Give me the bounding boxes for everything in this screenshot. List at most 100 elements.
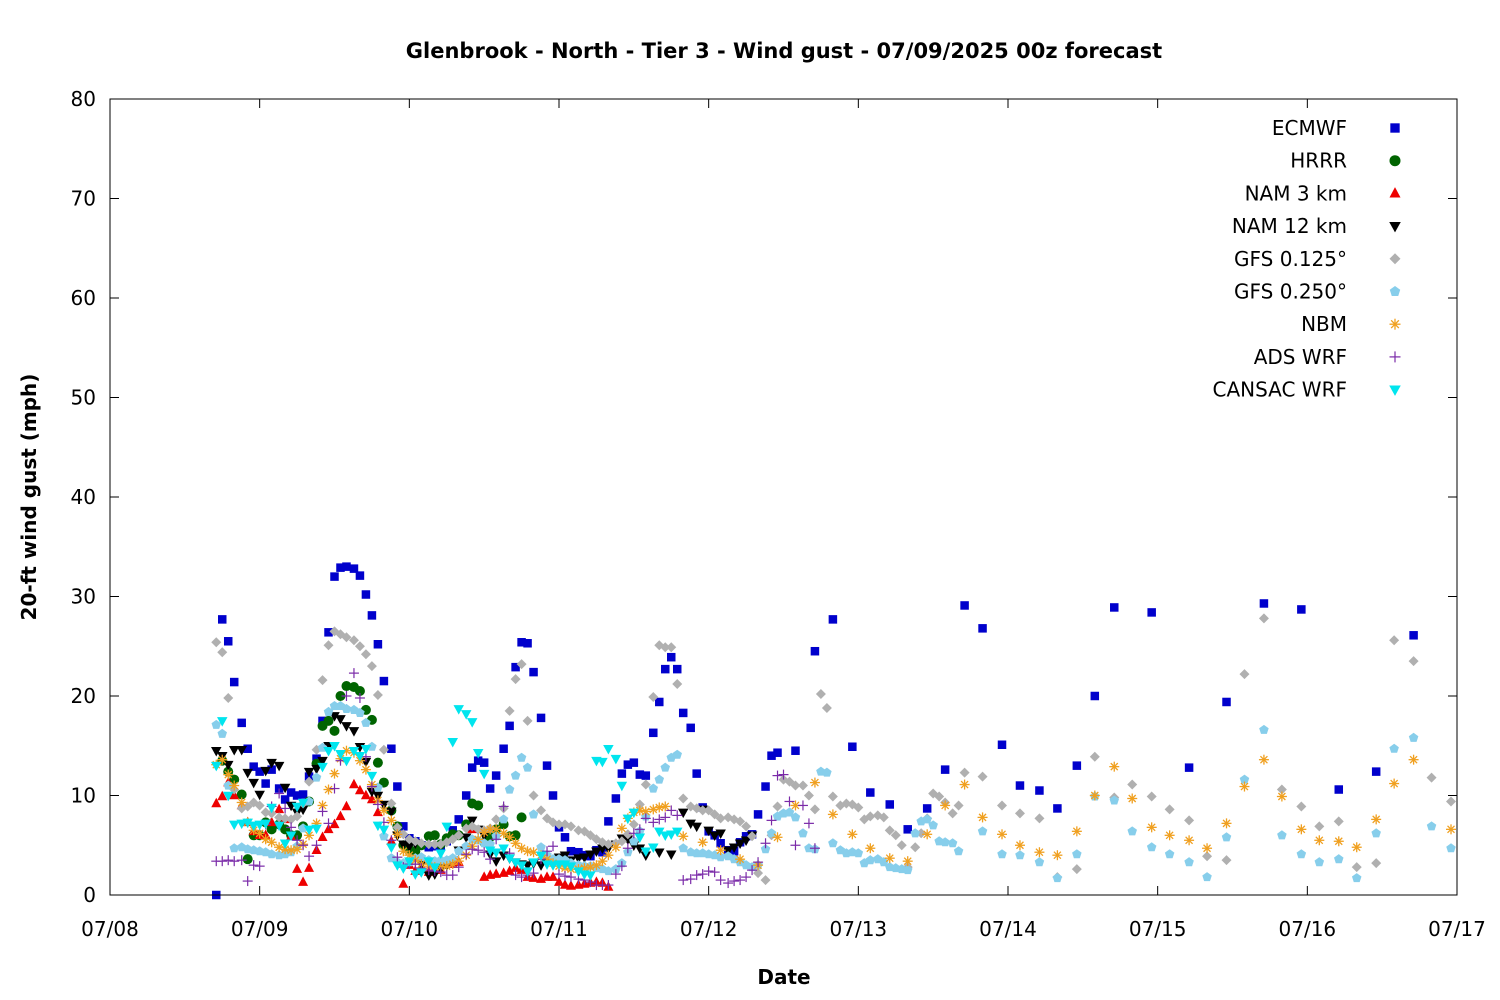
point-ecmwf bbox=[499, 744, 508, 753]
point-gfs-0-125 bbox=[977, 771, 988, 782]
point-gfs-0-125 bbox=[1276, 784, 1287, 795]
point-gfs-0-250 bbox=[910, 828, 920, 838]
point-ecmwf bbox=[649, 728, 658, 738]
point-ecmwf bbox=[529, 667, 538, 677]
data-points bbox=[211, 562, 1457, 900]
point-ads-wrf bbox=[491, 834, 502, 845]
point-cansac-wrf bbox=[522, 867, 533, 877]
point-cansac-wrf bbox=[211, 761, 222, 772]
point-nbm bbox=[323, 784, 334, 795]
point-gfs-0-250 bbox=[1184, 857, 1194, 867]
point-ecmwf bbox=[1184, 763, 1194, 772]
point-ads-wrf bbox=[784, 796, 795, 807]
point-ads-wrf bbox=[703, 866, 714, 877]
point-nbm bbox=[1258, 754, 1269, 765]
point-ecmwf bbox=[1259, 599, 1269, 608]
point-ecmwf bbox=[623, 760, 633, 769]
point-cansac-wrf bbox=[404, 857, 415, 867]
point-ecmwf bbox=[255, 767, 264, 776]
point-ads-wrf bbox=[616, 861, 627, 872]
point-cansac-wrf bbox=[372, 821, 384, 832]
point-gfs-0-125 bbox=[1089, 751, 1100, 762]
point-nam-12-km bbox=[728, 843, 740, 853]
point-ecmwf bbox=[330, 572, 339, 581]
point-cansac-wrf bbox=[354, 751, 366, 762]
point-nbm bbox=[1014, 840, 1025, 851]
point-gfs-0-125 bbox=[1258, 613, 1269, 624]
point-ecmwf bbox=[536, 713, 546, 723]
point-gfs-0-250 bbox=[1259, 724, 1269, 734]
point-gfs-0-250 bbox=[528, 809, 539, 819]
point-cansac-wrf bbox=[498, 844, 509, 854]
point-ecmwf bbox=[511, 662, 520, 672]
point-ads-wrf bbox=[254, 861, 265, 872]
point-ads-wrf bbox=[348, 668, 359, 679]
point-nam-12-km bbox=[622, 835, 634, 846]
x-tick-label: 07/09 bbox=[231, 917, 289, 941]
point-cansac-wrf bbox=[610, 754, 622, 765]
point-nam-12-km bbox=[211, 746, 222, 757]
legend-marker-ecmwf bbox=[1390, 123, 1400, 133]
point-gfs-0-250 bbox=[229, 843, 239, 853]
legend-label-cansac-wrf: CANSAC WRF bbox=[1212, 378, 1347, 402]
point-ecmwf bbox=[485, 784, 495, 793]
point-nam-12-km bbox=[654, 848, 665, 858]
point-ads-wrf bbox=[747, 865, 758, 876]
point-gfs-0-250 bbox=[766, 828, 777, 838]
point-gfs-0-250 bbox=[522, 762, 533, 772]
point-ads-wrf bbox=[453, 862, 464, 873]
point-cansac-wrf bbox=[266, 803, 277, 814]
point-cansac-wrf bbox=[504, 854, 515, 864]
point-ads-wrf bbox=[461, 849, 472, 860]
point-nbm bbox=[1164, 830, 1175, 841]
point-cansac-wrf bbox=[516, 861, 527, 871]
point-hrrr bbox=[229, 774, 240, 785]
point-cansac-wrf bbox=[585, 871, 596, 881]
point-gfs-0-125 bbox=[1408, 656, 1419, 667]
point-ecmwf bbox=[229, 677, 239, 687]
point-ecmwf bbox=[280, 795, 290, 804]
y-axis-label: 20-ft wind gust (mph) bbox=[17, 374, 41, 621]
point-nbm bbox=[1127, 793, 1138, 804]
point-nam-12-km bbox=[279, 783, 291, 794]
point-gfs-0-125 bbox=[429, 839, 440, 850]
point-gfs-0-125 bbox=[760, 875, 771, 886]
legend-label-nam-12-km: NAM 12 km bbox=[1232, 214, 1347, 238]
point-gfs-0-125 bbox=[1164, 804, 1175, 815]
point-ecmwf bbox=[629, 758, 639, 767]
point-ecmwf bbox=[767, 751, 776, 760]
legend-marker-gfs-0-250 bbox=[1389, 286, 1401, 296]
point-gfs-0-250 bbox=[361, 717, 371, 727]
point-gfs-0-125 bbox=[341, 632, 352, 643]
point-ecmwf bbox=[1147, 608, 1156, 617]
point-ecmwf bbox=[661, 664, 670, 674]
point-ads-wrf bbox=[778, 769, 789, 780]
point-cansac-wrf bbox=[565, 862, 577, 872]
point-gfs-0-125 bbox=[323, 640, 334, 651]
point-ecmwf bbox=[505, 721, 514, 731]
point-nam-12-km bbox=[591, 847, 602, 857]
point-ads-wrf bbox=[603, 880, 614, 891]
point-gfs-0-250 bbox=[1314, 857, 1325, 867]
point-gfs-0-125 bbox=[890, 830, 901, 841]
legend-label-ecmwf: ECMWF bbox=[1272, 116, 1347, 140]
point-gfs-0-250 bbox=[516, 752, 527, 762]
point-gfs-0-125 bbox=[266, 808, 277, 819]
point-gfs-0-125 bbox=[910, 842, 921, 853]
point-nam-12-km bbox=[579, 853, 590, 863]
point-gfs-0-250 bbox=[853, 848, 864, 858]
point-ads-wrf bbox=[797, 800, 808, 811]
point-cansac-wrf bbox=[429, 863, 441, 873]
point-nbm bbox=[398, 846, 409, 857]
point-nam-12-km bbox=[709, 831, 720, 842]
y-tick-label: 80 bbox=[71, 87, 96, 111]
point-gfs-0-125 bbox=[1371, 858, 1382, 869]
point-ads-wrf bbox=[565, 872, 576, 883]
y-tick-label: 50 bbox=[71, 386, 96, 410]
point-ecmwf bbox=[672, 664, 682, 674]
point-nbm bbox=[591, 860, 602, 871]
point-ecmwf bbox=[692, 769, 701, 778]
point-ecmwf bbox=[566, 846, 576, 856]
point-cansac-wrf bbox=[297, 798, 309, 809]
point-gfs-0-125 bbox=[697, 805, 708, 816]
